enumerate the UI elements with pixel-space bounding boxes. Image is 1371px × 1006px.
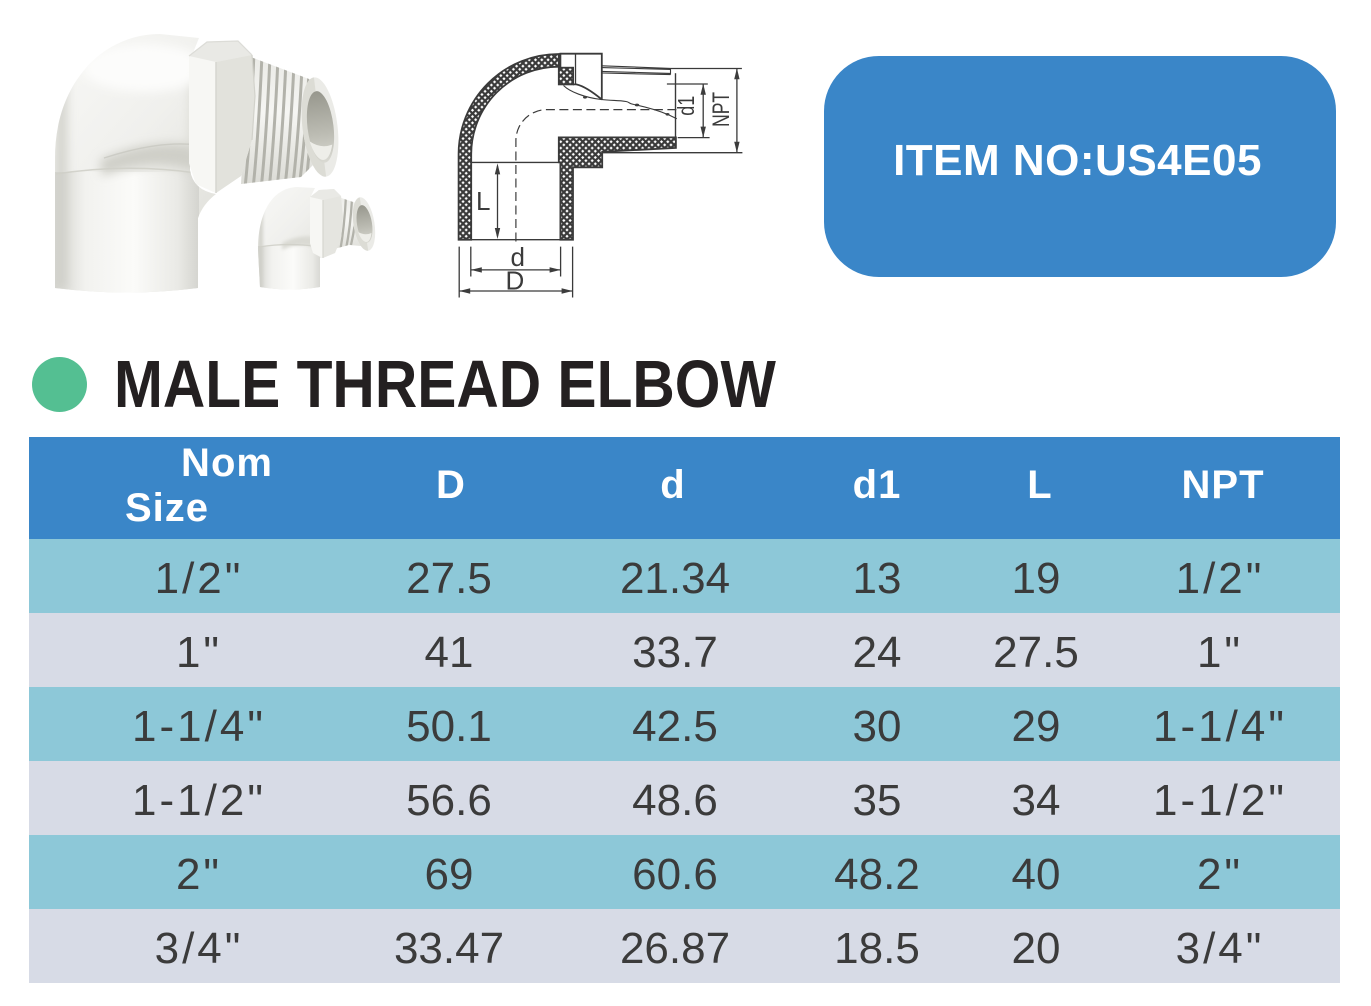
- svg-text:L: L: [476, 186, 490, 216]
- svg-text:NPT: NPT: [708, 92, 735, 127]
- svg-text:D: D: [506, 266, 525, 296]
- svg-text:d1: d1: [673, 96, 699, 116]
- svg-text:d: d: [511, 242, 525, 272]
